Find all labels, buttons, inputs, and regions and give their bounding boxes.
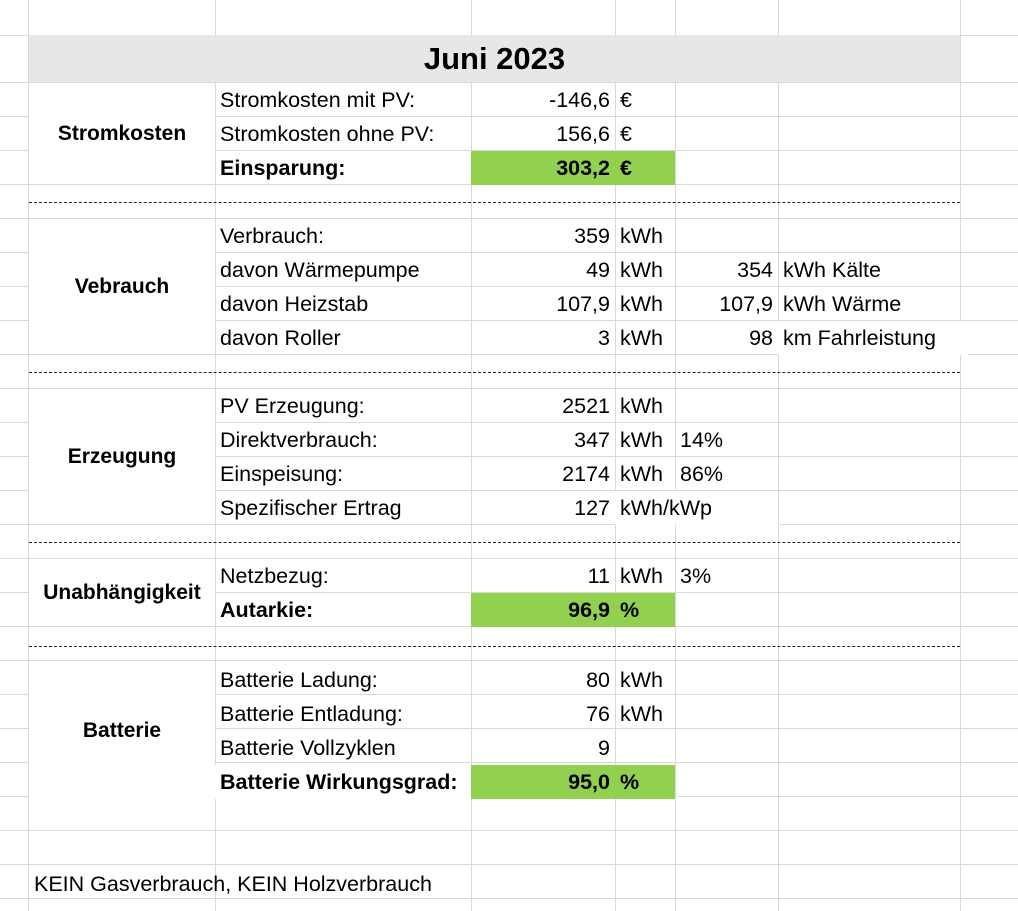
pv-erzeugung-value[interactable]: 2521 [562,394,610,418]
waerme-value[interactable]: 107,9 [719,292,773,316]
fahrleistung-value[interactable]: 98 [749,326,773,350]
einspeisung-unit[interactable]: kWh [620,462,663,486]
autarkie-label[interactable]: Autarkie: [220,598,314,622]
waermepumpe-value[interactable]: 49 [586,258,610,282]
stromkosten-ohne-pv-value[interactable]: 156,6 [556,122,610,146]
direktverbrauch-unit[interactable]: kWh [620,428,663,452]
pv-erzeugung-unit[interactable]: kWh [620,394,663,418]
batterie-ladung-unit[interactable]: kWh [620,668,663,692]
heizstab-unit[interactable]: kWh [620,292,663,316]
verbrauch-value[interactable]: 359 [574,224,610,248]
heizstab-label[interactable]: davon Heizstab [220,292,369,316]
direktverbrauch-label[interactable]: Direktverbrauch: [220,428,378,452]
stromkosten-mit-pv-value[interactable]: -146,6 [549,88,610,112]
kaelte-unit[interactable]: kWh Kälte [783,258,881,282]
section-separator [29,202,960,203]
section-stromkosten-label[interactable]: Stromkosten [29,83,215,184]
stromkosten-mit-pv-label[interactable]: Stromkosten mit PV: [220,88,416,112]
direktverbrauch-value[interactable]: 347 [574,428,610,452]
netzbezug-percent[interactable]: 3% [680,564,712,588]
batterie-vollzyklen-label[interactable]: Batterie Vollzyklen [220,736,396,760]
section-batterie-label[interactable]: Batterie [29,663,215,798]
footer-note[interactable]: KEIN Gasverbrauch, KEIN Holzverbrauch [34,872,432,896]
roller-label[interactable]: davon Roller [220,326,341,350]
batterie-vollzyklen-value[interactable]: 9 [598,736,610,760]
report-title[interactable]: Juni 2023 [29,35,960,82]
stromkosten-ohne-pv-label[interactable]: Stromkosten ohne PV: [220,122,435,146]
stromkosten-mit-pv-unit[interactable]: € [620,88,632,112]
fahrleistung-unit[interactable]: km Fahrleistung [778,321,968,355]
batterie-entladung-label[interactable]: Batterie Entladung: [220,702,403,726]
einsparung-value[interactable]: 303,2 [471,151,615,185]
batterie-wirkungsgrad-value[interactable]: 95,0 [471,765,615,799]
roller-unit[interactable]: kWh [620,326,663,350]
verbrauch-label[interactable]: Verbrauch: [220,224,324,248]
spezifischer-ertrag-value[interactable]: 127 [574,496,610,520]
batterie-ladung-label[interactable]: Batterie Ladung: [220,668,378,692]
einspeisung-label[interactable]: Einspeisung: [220,462,344,486]
direktverbrauch-percent[interactable]: 14% [680,428,724,452]
einspeisung-percent[interactable]: 86% [680,462,724,486]
section-unabhaengigkeit-label[interactable]: Unabhängigkeit [29,559,215,626]
verbrauch-unit[interactable]: kWh [620,224,663,248]
batterie-ladung-value[interactable]: 80 [586,668,610,692]
section-separator [29,372,960,373]
einsparung-unit[interactable]: € [615,151,675,185]
waermepumpe-unit[interactable]: kWh [620,258,663,282]
batterie-entladung-unit[interactable]: kWh [620,702,663,726]
spezifischer-ertrag-unit[interactable]: kWh/kWp [615,491,778,525]
waerme-unit[interactable]: kWh Wärme [783,292,902,316]
autarkie-unit[interactable]: % [615,593,675,627]
batterie-entladung-value[interactable]: 76 [586,702,610,726]
pv-erzeugung-label[interactable]: PV Erzeugung: [220,394,365,418]
batterie-wirkungsgrad-unit[interactable]: % [615,765,675,799]
roller-value[interactable]: 3 [598,326,610,350]
netzbezug-unit[interactable]: kWh [620,564,663,588]
heizstab-value[interactable]: 107,9 [556,292,610,316]
stromkosten-ohne-pv-unit[interactable]: € [620,122,632,146]
section-erzeugung-label[interactable]: Erzeugung [29,389,215,524]
einspeisung-value[interactable]: 2174 [562,462,610,486]
section-separator [29,646,960,647]
section-verbrauch-label[interactable]: Vebrauch [29,219,215,354]
kaelte-value[interactable]: 354 [737,258,773,282]
netzbezug-value[interactable]: 11 [587,564,610,588]
spezifischer-ertrag-label[interactable]: Spezifischer Ertrag [220,496,402,520]
section-separator [29,542,960,543]
einsparung-label[interactable]: Einsparung: [220,156,346,180]
autarkie-value[interactable]: 96,9 [471,593,615,627]
batterie-wirkungsgrad-label[interactable]: Batterie Wirkungsgrad: [215,765,471,799]
waermepumpe-label[interactable]: davon Wärmepumpe [220,258,420,282]
netzbezug-label[interactable]: Netzbezug: [220,564,329,588]
